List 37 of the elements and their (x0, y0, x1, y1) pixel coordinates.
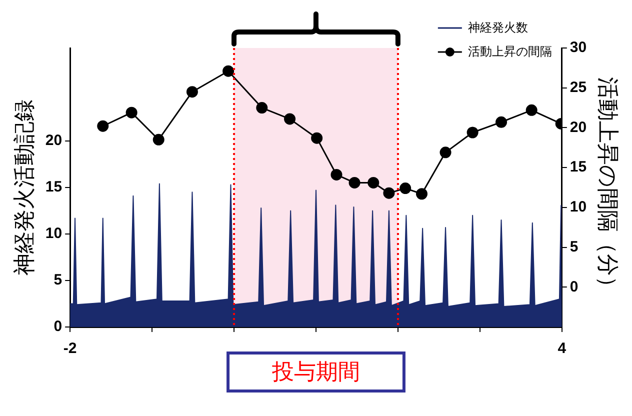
point (97, 120, 109, 132)
point (368, 176, 380, 188)
y-tick-label: 0 (54, 318, 62, 336)
point (496, 116, 508, 128)
legend-label: 神経発火数 (468, 20, 528, 34)
point (466, 126, 478, 138)
y-tick-label: 10 (45, 225, 62, 242)
y2-tick-label: 25 (570, 79, 587, 96)
point (330, 168, 342, 180)
y-tick-label: 20 (45, 132, 62, 150)
point (152, 134, 164, 146)
y2-tick-label: 0 (570, 278, 578, 296)
point (222, 65, 234, 77)
point (256, 102, 268, 114)
x-tick-label: -2 (63, 340, 77, 358)
point (126, 106, 138, 118)
point (284, 113, 296, 125)
point (440, 146, 452, 158)
y2-tick-label: 10 (570, 198, 587, 216)
point (400, 182, 412, 194)
y2-tick-label: 20 (570, 118, 587, 136)
y-tick-label: 15 (45, 178, 62, 196)
y2-axis-title: 活動上昇の間隔（分） (596, 77, 621, 298)
point (348, 176, 360, 188)
point (186, 86, 198, 98)
y2-tick-label: 5 (570, 238, 578, 256)
y2-tick-label: 30 (570, 39, 587, 56)
point (311, 132, 323, 144)
band-label: 投与期間 (271, 359, 360, 384)
legend-label: 活動上昇の間隔 (468, 44, 552, 58)
point (383, 187, 395, 199)
x-tick-label: 4 (558, 340, 567, 358)
y-axis-title: 神経発火活動記録 (11, 100, 36, 276)
point (526, 104, 538, 116)
point (416, 188, 428, 200)
y2-tick-label: 15 (570, 158, 587, 176)
y-tick-label: 5 (54, 272, 62, 289)
